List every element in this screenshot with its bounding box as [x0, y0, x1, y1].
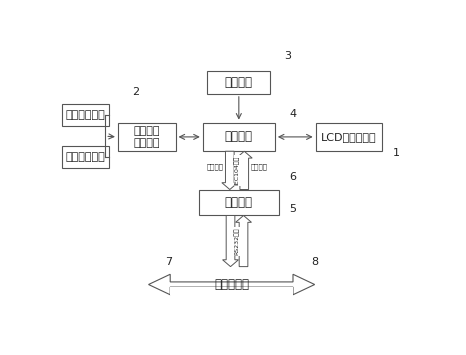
- Polygon shape: [222, 151, 238, 190]
- Text: 5: 5: [289, 203, 296, 213]
- Bar: [315, 122, 383, 151]
- Text: 主控制板: 主控制板: [225, 130, 253, 143]
- Text: 低压供电模式: 低压供电模式: [65, 152, 105, 162]
- Text: 8: 8: [311, 257, 318, 267]
- Text: 反馈指令: 反馈指令: [251, 163, 268, 170]
- Bar: [207, 71, 270, 94]
- Text: 中压供电模式: 中压供电模式: [65, 110, 105, 120]
- Text: 3: 3: [284, 51, 291, 61]
- Bar: [62, 104, 109, 126]
- Text: 电源模块: 电源模块: [225, 76, 253, 89]
- Bar: [203, 122, 275, 151]
- Polygon shape: [223, 215, 239, 267]
- Polygon shape: [236, 151, 252, 190]
- Text: 1: 1: [392, 148, 399, 158]
- Polygon shape: [236, 215, 252, 267]
- Text: IEC104接口: IEC104接口: [234, 156, 240, 185]
- Bar: [118, 122, 176, 151]
- Text: LCD液晶显示屏: LCD液晶显示屏: [321, 132, 377, 142]
- Text: 通讯主板: 通讯主板: [225, 196, 253, 209]
- Text: 专业供电
控制软件: 专业供电 控制软件: [133, 126, 160, 148]
- Bar: [199, 190, 279, 215]
- Text: 7: 7: [165, 257, 172, 267]
- Bar: [62, 147, 109, 168]
- Bar: [170, 287, 293, 295]
- Text: RS232接口: RS232接口: [234, 227, 240, 255]
- Text: 动车组网络: 动车组网络: [214, 278, 249, 291]
- Text: 6: 6: [289, 171, 296, 181]
- Text: 4: 4: [289, 109, 296, 119]
- Polygon shape: [149, 274, 315, 295]
- Text: 控制指令: 控制指令: [207, 163, 224, 170]
- Text: 2: 2: [132, 87, 139, 97]
